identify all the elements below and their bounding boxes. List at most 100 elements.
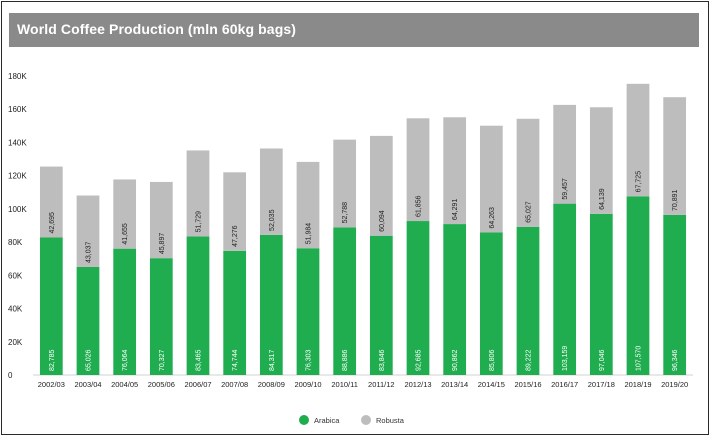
data-label-arabica: 76,303: [306, 349, 313, 371]
bar-robusta: [406, 118, 430, 222]
data-label-arabica: 88,886: [342, 349, 349, 371]
y-tick-label: 80K: [8, 238, 23, 247]
bar-arabica: [186, 236, 210, 375]
y-axis: 0 20K 40K 60K 80K 100K 120K 140K 160K 180K: [8, 72, 693, 380]
x-tick-label: 2016/17: [551, 380, 578, 389]
data-label-robusta: 52,788: [342, 202, 349, 224]
data-label-arabica: 85,806: [489, 349, 496, 371]
x-tick-label: 2002/03: [38, 380, 65, 389]
data-label-robusta: 43,037: [86, 241, 93, 263]
x-tick-label: 2004/05: [111, 380, 138, 389]
bar-arabica: [333, 227, 357, 375]
y-tick-label: 180K: [8, 72, 27, 81]
bar-robusta: [626, 83, 650, 197]
x-tick-label: 2015/16: [514, 380, 541, 389]
legend-label-robusta: Robusta: [376, 416, 405, 425]
data-label-robusta: 59,457: [562, 178, 569, 200]
y-tick-label: 40K: [8, 305, 23, 314]
bar-robusta: [443, 117, 467, 225]
x-tick-label: 2003/04: [74, 380, 101, 389]
bar-arabica: [223, 250, 247, 375]
bar-robusta: [113, 179, 137, 249]
data-label-robusta: 47,276: [232, 225, 239, 247]
data-label-robusta: 41,655: [122, 223, 129, 245]
bar-robusta: [333, 139, 357, 228]
x-tick-label: 2006/07: [184, 380, 211, 389]
bar-arabica: [589, 213, 613, 375]
data-label-robusta: 51,984: [306, 223, 313, 245]
bar-arabica: [296, 248, 320, 375]
data-label-robusta: 51,729: [196, 211, 203, 233]
x-tick-label: 2013/14: [441, 380, 468, 389]
legend-label-arabica: Arabica: [314, 416, 340, 425]
x-tick-label: 2012/13: [404, 380, 431, 389]
data-label-robusta: 45,897: [159, 233, 166, 255]
bar-robusta: [149, 181, 173, 259]
data-label-robusta: 52,035: [269, 209, 276, 231]
bar-arabica: [663, 214, 687, 375]
bar-robusta: [516, 118, 540, 227]
bar-arabica: [406, 221, 430, 375]
x-tick-label: 2017/18: [588, 380, 615, 389]
bar-robusta: [553, 104, 577, 204]
y-tick-label: 0: [8, 371, 13, 380]
data-label-robusta: 60,094: [379, 210, 386, 232]
x-tick-label: 2008/09: [258, 380, 285, 389]
bar-arabica: [113, 248, 137, 375]
x-axis: 2002/03 2003/04 2004/05 2005/06 2006/07 2007/…: [38, 380, 688, 389]
y-tick-label: 120K: [8, 172, 27, 181]
bar-arabica: [479, 232, 503, 375]
data-label-arabica: 65,026: [86, 349, 93, 371]
data-label-arabica: 82,785: [49, 349, 56, 371]
data-label-arabica: 70,327: [159, 349, 166, 371]
bar-arabica: [443, 224, 467, 375]
data-label-robusta: 42,695: [49, 212, 56, 234]
data-label-robusta: 64,291: [452, 199, 459, 221]
bars: 82,785 42,695 65,026 43,037 76,064 41,655 70,3…: [39, 83, 687, 375]
y-tick-label: 160K: [8, 105, 27, 114]
x-tick-label: 2014/15: [478, 380, 505, 389]
chart-title: World Coffee Production (mln 60kg bags): [17, 21, 296, 37]
x-tick-label: 2011/12: [368, 380, 395, 389]
data-label-robusta: 70,891: [672, 189, 679, 211]
bar-robusta: [39, 166, 63, 238]
bar-robusta: [296, 161, 320, 249]
legend: Arabica Robusta: [299, 415, 405, 425]
data-label-arabica: 74,744: [232, 349, 239, 371]
bar-arabica: [76, 266, 100, 375]
data-label-robusta: 65,027: [526, 201, 533, 223]
data-label-arabica: 97,046: [599, 349, 606, 371]
title-bar: World Coffee Production (mln 60kg bags): [9, 13, 699, 47]
bar-arabica: [149, 258, 173, 375]
bar-arabica: [369, 235, 393, 375]
legend-marker-arabica: [299, 415, 309, 425]
bar-robusta: [223, 172, 247, 251]
bar-arabica: [626, 196, 650, 375]
data-label-robusta: 67,725: [636, 171, 643, 193]
bar-robusta: [369, 135, 393, 236]
data-label-arabica: 90,862: [452, 349, 459, 371]
bar-robusta: [186, 150, 210, 237]
data-label-arabica: 89,222: [526, 349, 533, 371]
data-label-arabica: 92,685: [416, 349, 423, 371]
bar-robusta: [259, 148, 283, 235]
bar-arabica: [259, 234, 283, 375]
bar-arabica: [553, 203, 577, 375]
data-label-robusta: 64,139: [599, 188, 606, 210]
x-tick-label: 2018/19: [624, 380, 651, 389]
data-label-arabica: 96,346: [672, 349, 679, 371]
y-tick-label: 140K: [8, 138, 27, 147]
data-label-arabica: 83,846: [379, 349, 386, 371]
legend-marker-robusta: [361, 415, 371, 425]
x-tick-label: 2010/11: [331, 380, 358, 389]
data-label-arabica: 107,570: [636, 346, 643, 371]
data-label-robusta: 61,856: [416, 196, 423, 218]
bar-robusta: [589, 107, 613, 214]
data-label-arabica: 84,317: [269, 349, 276, 371]
x-tick-label: 2019/20: [661, 380, 688, 389]
x-tick-label: 2009/10: [294, 380, 321, 389]
data-label-arabica: 83,465: [196, 349, 203, 371]
data-label-arabica: 103,159: [562, 346, 569, 371]
bar-robusta: [663, 97, 687, 215]
